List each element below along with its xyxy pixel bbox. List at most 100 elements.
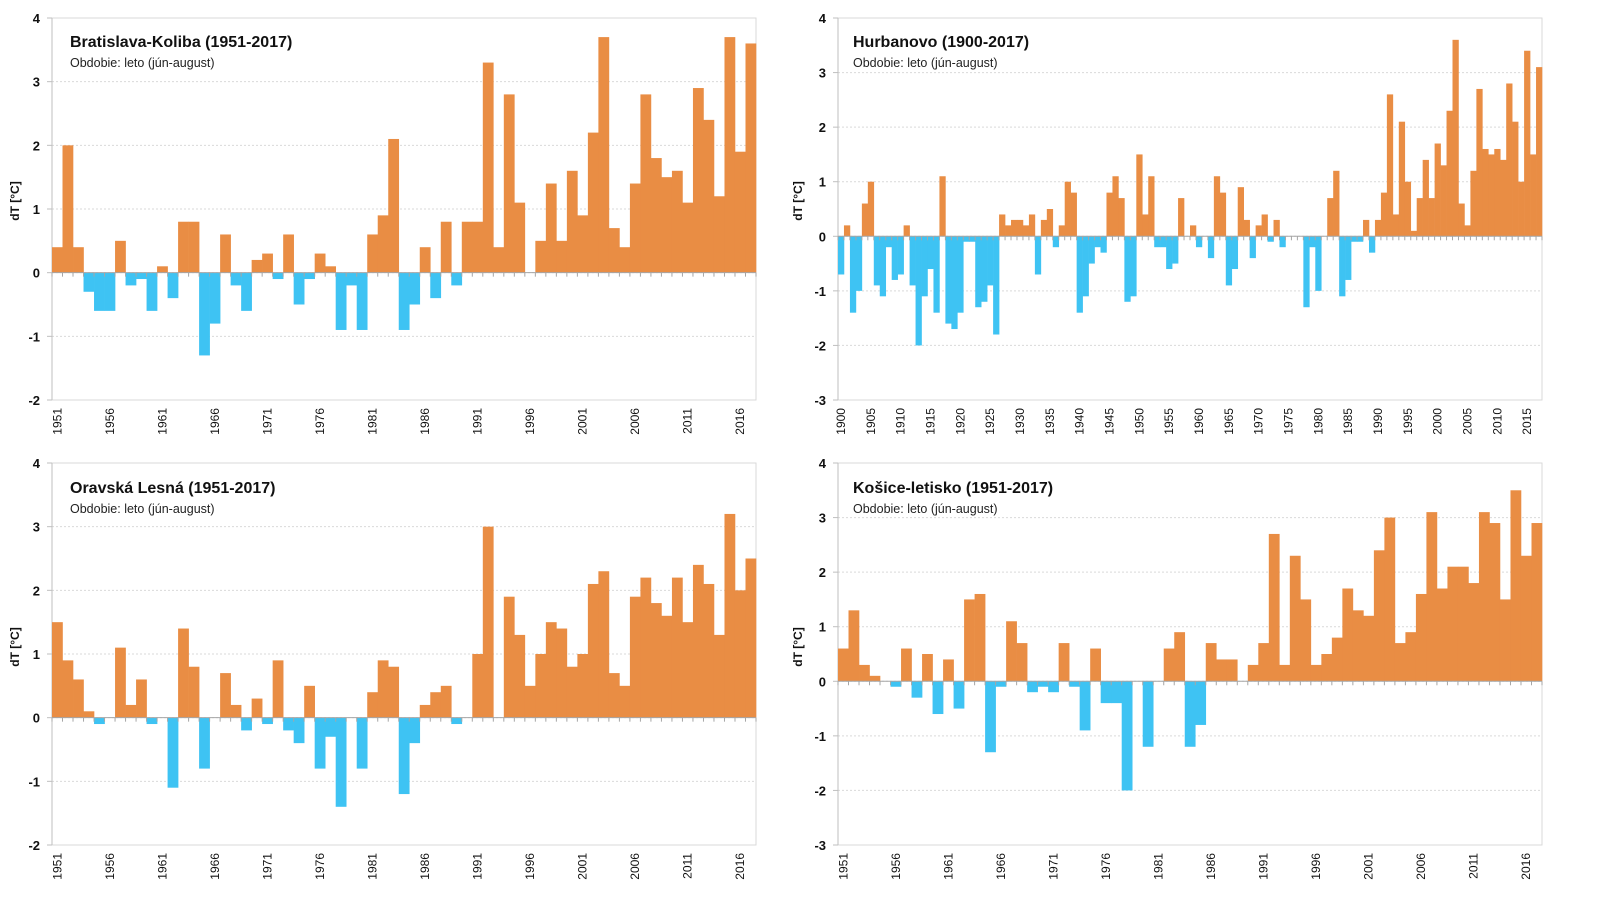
bar-1910	[897, 236, 904, 275]
x-tick-label: 2006	[628, 853, 642, 880]
bar-1911	[903, 225, 910, 237]
y-axis-label: dT [°C]	[8, 627, 22, 667]
bar-1966	[209, 272, 221, 324]
bar-2010	[1494, 148, 1501, 237]
bar-1963	[1213, 176, 1221, 237]
y-tick-label: 0	[819, 674, 826, 689]
bar-1967	[1237, 187, 1244, 237]
x-tick-label: 1956	[889, 853, 903, 880]
y-tick-label: 3	[33, 520, 40, 535]
x-tick-label: 1981	[365, 408, 379, 435]
x-tick-label: 1991	[471, 408, 485, 435]
bar-1976	[314, 717, 326, 769]
y-tick-label: -2	[28, 393, 40, 408]
bar-2013	[703, 583, 715, 718]
bar-1909	[891, 236, 898, 280]
bar-1953	[73, 247, 84, 273]
bar-2011	[682, 622, 694, 718]
x-tick-label: 1991	[471, 853, 485, 880]
y-tick-label: 4	[819, 456, 827, 471]
bar-1986	[1351, 236, 1358, 242]
bar-1949	[1130, 236, 1137, 297]
bar-1980	[1142, 681, 1154, 747]
x-tick-label: 1910	[894, 408, 908, 435]
x-tick-label: 1966	[994, 853, 1008, 880]
bar-2017	[745, 43, 757, 273]
bar-1969	[241, 717, 252, 731]
bar-1972	[272, 660, 284, 718]
bar-1961	[157, 266, 168, 273]
bar-2003	[1384, 517, 1396, 682]
x-tick-label: 1985	[1341, 408, 1355, 435]
bar-1935	[1046, 209, 1054, 237]
bar-1919	[951, 236, 958, 330]
x-tick-label: 2016	[733, 408, 747, 435]
bar-1960	[1195, 236, 1203, 248]
bar-1937	[1058, 225, 1066, 237]
bar-1999	[1342, 588, 1354, 682]
bar-1904	[861, 203, 869, 237]
bar-1900	[838, 236, 845, 275]
bar-2001	[577, 654, 589, 718]
bar-1969	[1027, 681, 1038, 693]
x-tick-label: 1971	[1046, 853, 1060, 880]
y-tick-label: -1	[814, 729, 826, 744]
x-tick-label: 1956	[103, 853, 117, 880]
bar-1995	[1404, 181, 1412, 237]
bar-2000	[566, 666, 578, 718]
bar-1969	[241, 272, 252, 311]
bar-1950	[1136, 154, 1143, 237]
bar-2012	[692, 88, 704, 273]
bar-1968	[1016, 643, 1028, 682]
x-tick-label: 1951	[836, 853, 850, 880]
bar-1929	[1011, 219, 1018, 237]
bar-1976	[1100, 681, 1112, 704]
bar-1989	[451, 272, 463, 286]
bar-1960	[146, 272, 158, 311]
bar-2009	[661, 177, 673, 273]
bar-1955	[1166, 236, 1173, 270]
bar-1990	[1374, 219, 1382, 237]
bar-1966	[995, 681, 1007, 687]
x-tick-label: 1925	[983, 408, 997, 435]
bar-1903	[855, 236, 863, 291]
x-tick-label: 1966	[208, 408, 222, 435]
x-tick-label: 1935	[1043, 408, 1057, 435]
bar-1942	[1088, 236, 1095, 264]
bar-1972	[272, 272, 284, 280]
bar-1954	[83, 272, 95, 292]
bar-1955	[94, 272, 105, 311]
x-tick-label: 1976	[313, 408, 327, 435]
bar-1956	[890, 681, 902, 687]
bar-1991	[1380, 192, 1388, 237]
bar-1943	[1094, 236, 1101, 248]
y-tick-label: 3	[819, 66, 826, 81]
bar-1989	[1368, 236, 1376, 253]
x-tick-label: 1986	[418, 853, 432, 880]
bar-2011	[682, 202, 694, 273]
x-tick-label: 2015	[1520, 408, 1534, 435]
bar-2014	[713, 634, 725, 718]
bar-1969	[1249, 236, 1256, 259]
bar-1906	[873, 236, 881, 286]
bar-1965	[1225, 236, 1233, 286]
bar-2004	[608, 228, 620, 273]
bar-1972	[1267, 236, 1274, 242]
bar-1982	[1327, 198, 1334, 237]
bar-2008	[1482, 148, 1489, 237]
x-tick-label: 1915	[923, 408, 937, 435]
x-tick-label: 1940	[1073, 408, 1087, 435]
y-tick-label: -1	[814, 284, 826, 299]
y-tick-label: 1	[819, 620, 826, 635]
bar-2002	[587, 583, 599, 718]
bar-2008	[1436, 588, 1448, 682]
chart-title: Oravská Lesná (1951-2017)	[70, 480, 276, 497]
bar-1902	[849, 236, 857, 313]
bar-1980	[1315, 236, 1322, 291]
bar-1985	[1345, 236, 1352, 280]
bar-1997	[535, 654, 547, 718]
x-tick-label: 1930	[1013, 408, 1027, 435]
bar-1998	[545, 622, 557, 718]
bar-1973	[283, 234, 294, 273]
bar-1960	[146, 717, 158, 725]
